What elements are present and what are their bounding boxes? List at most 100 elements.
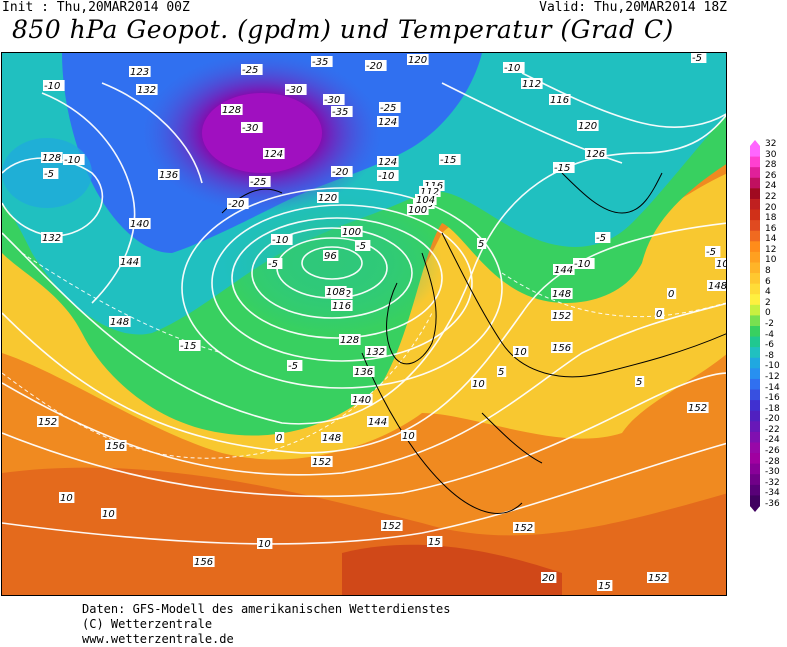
map-label: 20 (542, 573, 555, 584)
map-label: 0 (656, 309, 662, 320)
legend-label: -2 (765, 319, 774, 329)
map-label-bg (267, 258, 283, 269)
map-label: -5 (596, 233, 606, 244)
map-label-bg (401, 430, 417, 441)
map-label: 124 (378, 117, 397, 128)
map-label-bg (407, 54, 429, 65)
map-label-bg (321, 432, 343, 443)
footer-copyright: (C) Wetterzentrale (82, 617, 213, 631)
legend-label: -36 (765, 499, 780, 509)
map-label-bg (541, 572, 557, 583)
map-label: 100 (408, 205, 427, 216)
map-label-bg (471, 378, 487, 389)
map-label: 112 (420, 187, 439, 198)
map-label-bg (323, 94, 345, 105)
map-label: 156 (194, 557, 213, 568)
map-label-bg (317, 192, 339, 203)
map-label: 104 (416, 195, 435, 206)
legend-label: 22 (765, 191, 777, 202)
map-label-bg (59, 492, 75, 503)
map-label-bg (323, 250, 339, 261)
legend-label: 32 (765, 139, 777, 149)
map-label-bg (331, 166, 353, 177)
map-label-bg (551, 288, 573, 299)
map-label-bg (311, 56, 333, 67)
map-label-bg (353, 366, 375, 377)
legend-swatch (750, 368, 760, 380)
map-label: 124 (264, 149, 283, 160)
map-label: 152 (648, 573, 667, 584)
map-label-bg (687, 402, 709, 413)
map-label-bg (377, 156, 399, 167)
map-label: 10 (60, 493, 73, 504)
legend-label: -32 (765, 477, 780, 488)
map-label-bg (585, 148, 607, 159)
legend-swatch (750, 400, 760, 412)
legend-arrow-top (750, 140, 760, 146)
map-label-bg (285, 84, 307, 95)
map-label: 15 (428, 537, 441, 548)
map-label-bg (521, 78, 543, 89)
legend-swatch (750, 431, 760, 443)
map-label: 123 (130, 67, 149, 78)
map-label-bg (257, 538, 273, 549)
map-label: 152 (312, 457, 331, 468)
legend-swatch (750, 283, 760, 295)
legend-swatch (750, 495, 760, 507)
map-label-bg (595, 232, 611, 243)
map-label-bg (119, 256, 141, 267)
legend-swatch (750, 389, 760, 401)
deep-warm-south (2, 467, 726, 595)
legend-swatch (750, 474, 760, 486)
map-label-bg (477, 238, 487, 249)
map-label: -10 (44, 81, 60, 92)
legend-swatch (750, 294, 760, 306)
map-label: 140 (352, 395, 371, 406)
map-label: 152 (38, 417, 57, 428)
map-label: 10 (402, 431, 415, 442)
legend-label: 2 (765, 297, 771, 308)
map-label-bg (655, 308, 665, 319)
legend-label: -20 (765, 414, 780, 425)
legend-swatch (750, 167, 760, 179)
legend-swatch (750, 146, 760, 158)
map-label-bg (275, 432, 285, 443)
legend-label: -28 (765, 456, 780, 467)
map-label-bg (129, 218, 151, 229)
map-label-bg (351, 394, 373, 405)
map-label: 140 (130, 219, 149, 230)
map-label: 116 (332, 301, 351, 312)
map-label-bg (577, 120, 599, 131)
map-label-bg (513, 522, 535, 533)
map-label: -30 (242, 123, 258, 134)
map-label-bg (105, 440, 127, 451)
map-label: -25 (380, 103, 396, 114)
map-label: 120 (408, 55, 427, 66)
legend-swatch (750, 262, 760, 274)
legend-label: -24 (765, 435, 780, 446)
map-label-bg (271, 234, 293, 245)
map-label: 108 (326, 287, 345, 298)
map-label: 128 (340, 335, 359, 346)
legend-label: -16 (765, 393, 780, 404)
map-label-bg (341, 226, 363, 237)
map-label: -35 (312, 57, 328, 68)
legend-swatch (750, 220, 760, 232)
map-label: 152 (688, 403, 707, 414)
legend-swatch (750, 336, 760, 348)
map-label-bg (503, 62, 525, 73)
map-label: 15 (598, 581, 611, 592)
map-label: 10 (472, 379, 485, 390)
map-label: 112 (522, 79, 541, 90)
map-label: -15 (554, 163, 570, 174)
map-label-bg (419, 186, 441, 197)
map-label-bg (101, 508, 117, 519)
map-label-bg (41, 152, 63, 163)
map-label: 148 (322, 433, 341, 444)
map-label: 148 (708, 281, 727, 292)
map-label: 152 (552, 311, 571, 322)
map-label: 132 (42, 233, 61, 244)
legend-swatch (750, 209, 760, 221)
map-label: 10 (102, 509, 115, 520)
legend-label: -30 (765, 467, 780, 478)
